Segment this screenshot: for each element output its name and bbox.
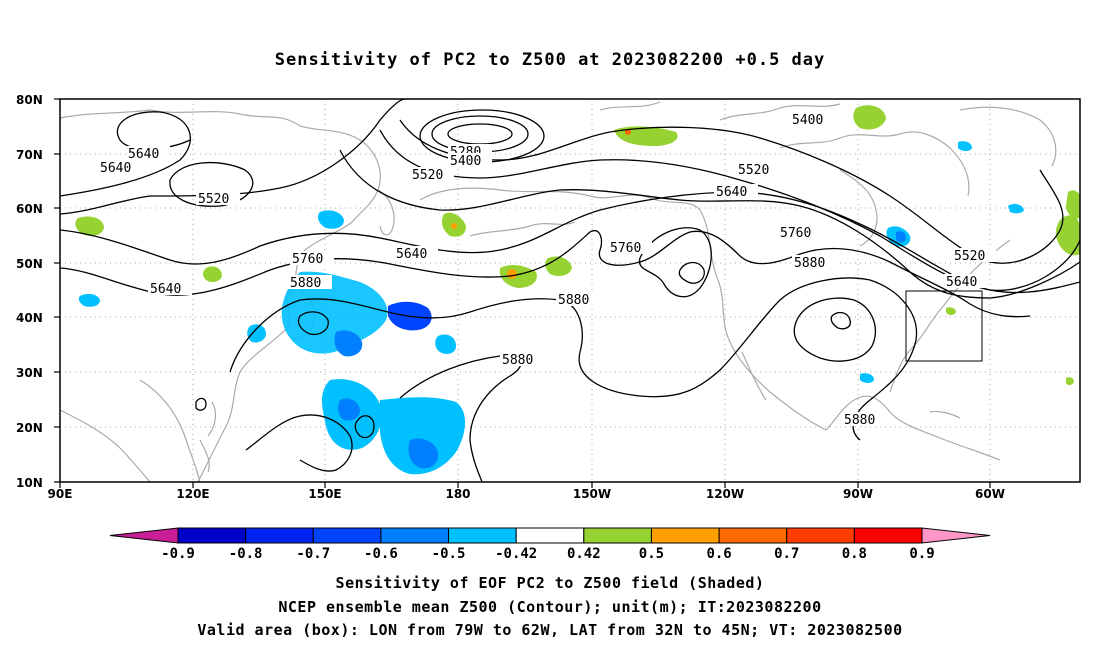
legend-label: 0.7 [774, 546, 799, 562]
shaded-negative [78, 141, 1024, 475]
lon-label: 60W [975, 487, 1005, 501]
contour-label: 5880 [502, 353, 533, 368]
legend-swatch [853, 527, 923, 544]
legend-label: -0.42 [495, 546, 537, 562]
contour-label: 5520 [954, 249, 985, 264]
contour-label: 5880 [794, 256, 825, 271]
valid-area-box [905, 290, 983, 362]
legend-label: 0.5 [639, 546, 664, 562]
lat-label: 60N [16, 202, 43, 216]
contour-label: 5400 [792, 113, 823, 128]
lat-label: 50N [16, 257, 43, 271]
contour-label: 5760 [780, 226, 811, 241]
legend-swatch [177, 527, 247, 544]
contour-label: 5640 [150, 282, 181, 297]
map-title: Sensitivity of PC2 to Z500 at 2023082200… [274, 50, 826, 70]
lon-label: 120E [176, 487, 209, 501]
latitude-labels: 80N 70N 60N 50N 40N 30N 20N 10N [16, 93, 43, 490]
lon-label: 90W [843, 487, 873, 501]
legend-label: 0.8 [842, 546, 867, 562]
legend-swatch [380, 527, 450, 544]
contour-labels: 5640 5640 5520 5640 5760 5880 5640 5280 … [98, 112, 996, 428]
legend-label: -0.7 [296, 546, 330, 562]
contour-label: 5640 [946, 275, 977, 290]
contour-label: 5880 [844, 413, 875, 428]
legend-label: 0.9 [909, 546, 934, 562]
legend-swatch [245, 527, 314, 544]
map-border [59, 98, 1081, 483]
contour-label: 5400 [450, 154, 481, 169]
lon-label: 90E [48, 487, 73, 501]
caption-valid-area: Valid area (box): LON from 79W to 62W, L… [197, 621, 903, 639]
legend-swatch [718, 527, 788, 544]
lon-label: 120W [706, 487, 744, 501]
legend-swatch [312, 527, 382, 544]
legend-swatch [515, 527, 585, 544]
legend-high-triangle [921, 527, 991, 544]
legend-swatch [583, 527, 652, 544]
legend-label: 0.6 [706, 546, 731, 562]
caption-contour: NCEP ensemble mean Z500 (Contour); unit(… [278, 598, 822, 616]
contour-label: 5520 [412, 168, 443, 183]
color-legend [109, 527, 991, 544]
contour-label: 5640 [128, 147, 159, 162]
legend-label: 0.42 [567, 546, 601, 562]
caption-shaded: Sensitivity of EOF PC2 to Z500 field (Sh… [335, 574, 765, 592]
contour-label: 5880 [558, 293, 589, 308]
lat-label: 70N [16, 148, 43, 162]
lat-label: 40N [16, 311, 43, 325]
contour-label: 5760 [292, 252, 323, 267]
legend-label: -0.9 [161, 546, 195, 562]
contour-label: 5640 [716, 185, 747, 200]
axis-ticks [54, 98, 991, 488]
contour-label: 5640 [396, 247, 427, 262]
legend-label: -0.6 [364, 546, 398, 562]
lon-label: 150E [308, 487, 341, 501]
legend-labels: -0.9 -0.8 -0.7 -0.6 -0.5 -0.42 0.42 0.5 0.6 0.7 0.… [161, 546, 935, 562]
longitude-labels: 90E 120E 150E 180 150W 120W 90W 60W [48, 487, 1005, 501]
legend-label: -0.8 [229, 546, 263, 562]
contour-label: 5880 [290, 276, 321, 291]
legend-swatch [650, 527, 720, 544]
lon-label: 150W [573, 487, 611, 501]
lon-label: 180 [445, 487, 470, 501]
legend-low-triangle [109, 527, 179, 544]
lat-label: 20N [16, 421, 43, 435]
lat-label: 10N [16, 476, 43, 490]
contour-label: 5760 [610, 241, 641, 256]
z500-contours [60, 99, 1080, 482]
legend-label: -0.5 [432, 546, 466, 562]
lat-label: 80N [16, 93, 43, 107]
lat-label: 30N [16, 366, 43, 380]
legend-swatch [786, 527, 855, 544]
contour-label: 5640 [100, 161, 131, 176]
contour-label: 5520 [198, 192, 229, 207]
contour-label: 5520 [738, 163, 769, 178]
legend-swatch [448, 527, 517, 544]
